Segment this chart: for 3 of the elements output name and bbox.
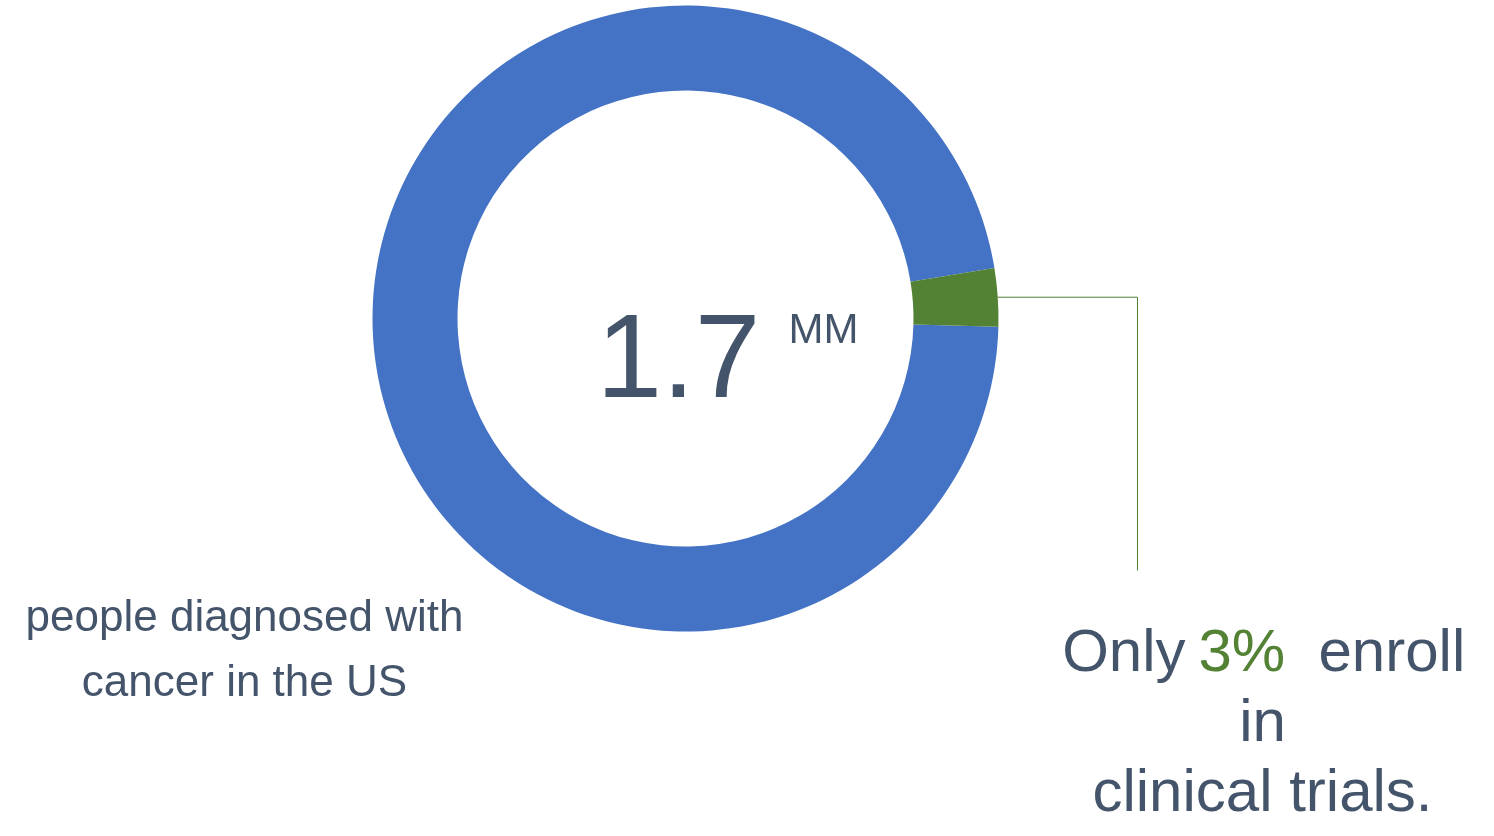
text: Only 3% enroll in clinical trials. (1062, 617, 1466, 824)
text: people diagnosed with cancer in the US (25, 591, 464, 705)
text: 1.7 MM (596, 289, 859, 422)
